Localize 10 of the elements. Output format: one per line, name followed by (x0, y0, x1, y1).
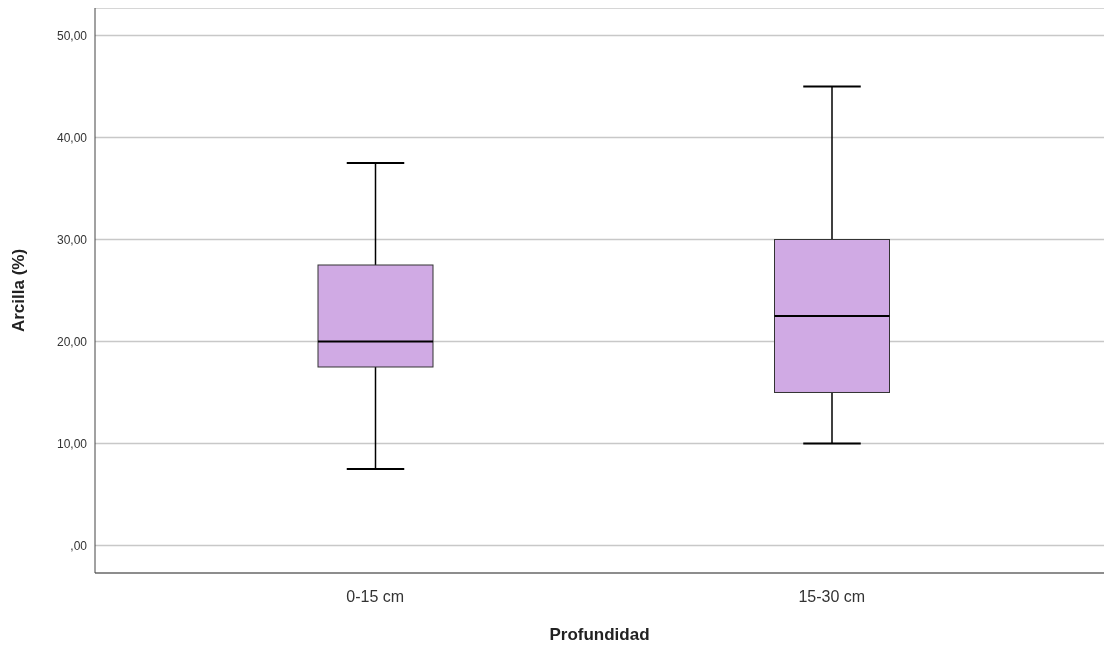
y-tick-label: 50,00 (56, 28, 88, 43)
x-tick-label: 0-15 cm (346, 588, 405, 606)
y-tick-label: ,00 (70, 538, 88, 553)
x-axis-title: Profundidad (549, 625, 650, 644)
y-tick-label: 20,00 (56, 334, 88, 349)
y-tick-label: 10,00 (56, 436, 88, 451)
y-axis-title: Arcilla (%) (9, 248, 29, 333)
y-tick-label: 40,00 (56, 130, 88, 145)
y-tick-label: 30,00 (56, 232, 88, 247)
x-tick-label: 15-30 cm (798, 588, 866, 606)
